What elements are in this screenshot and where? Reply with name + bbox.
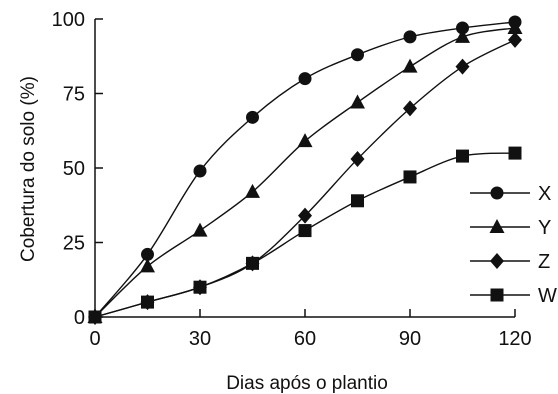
y-tick-label: 100 [52, 9, 85, 31]
series-x-point [246, 110, 259, 124]
y-axis-label: Cobertura do solo (%) [18, 76, 39, 262]
legend-item-y: Y [470, 217, 551, 239]
series-w-point [88, 310, 102, 324]
series-y-point [455, 28, 470, 43]
x-tick-label: 60 [294, 328, 316, 350]
legend-marker [490, 253, 504, 269]
x-tick-label: 90 [399, 328, 421, 350]
series-y-point [402, 58, 418, 73]
x-tick-label: 0 [89, 328, 100, 350]
series-x-point [351, 48, 364, 62]
series-z-point [403, 100, 417, 117]
legend-item-z: Z [470, 251, 550, 273]
series-w-point [456, 149, 469, 163]
legend-marker [490, 288, 504, 302]
series-y-point [140, 258, 155, 273]
series-x-point [193, 164, 207, 178]
series-y-point [507, 19, 523, 34]
legend-marker [489, 219, 505, 233]
legend-item-x: X [470, 183, 551, 205]
y-tick-label: 25 [63, 233, 85, 255]
series-x-point [403, 30, 417, 44]
series-w-point [246, 256, 259, 270]
series-w [88, 146, 522, 324]
series-z-point [298, 207, 312, 224]
series-y-line [94, 27, 516, 318]
series-y-point [350, 94, 365, 109]
y-tick-label: 50 [63, 158, 85, 180]
y-tick-label: 0 [74, 307, 85, 329]
series-x-line [94, 21, 516, 318]
series-x-point [141, 247, 154, 261]
series-w-point [351, 194, 364, 208]
y-tick-label: 75 [63, 84, 85, 106]
x-axis-label: Dias após o plantio [226, 373, 388, 394]
series-z-point [508, 31, 522, 48]
legend-item-w: W [470, 285, 557, 307]
plot-area: 0 25 50 75 100 0 30 60 90 120 [52, 9, 532, 350]
series-x-point [298, 72, 312, 86]
series-y-point [192, 222, 208, 237]
x-tick-label: 30 [189, 328, 211, 350]
series-w-point [193, 280, 207, 294]
legend-label-y: Y [538, 217, 551, 239]
legend-label-z: Z [538, 251, 550, 273]
series-layer [87, 15, 523, 325]
series-z-point [350, 151, 365, 168]
series-w-point [403, 170, 417, 184]
legend-marker [490, 186, 504, 200]
series-z-point [455, 58, 470, 75]
series-w-point [508, 146, 522, 160]
series-x [88, 15, 522, 324]
legend-label-x: X [538, 183, 551, 205]
series-x-point [456, 21, 469, 35]
series-w-point [141, 295, 154, 309]
legend-label-w: W [538, 285, 557, 307]
series-y-point [297, 133, 313, 148]
x-tick-label: 120 [498, 328, 531, 350]
series-w-point [298, 224, 312, 238]
series-y-point [245, 183, 260, 198]
